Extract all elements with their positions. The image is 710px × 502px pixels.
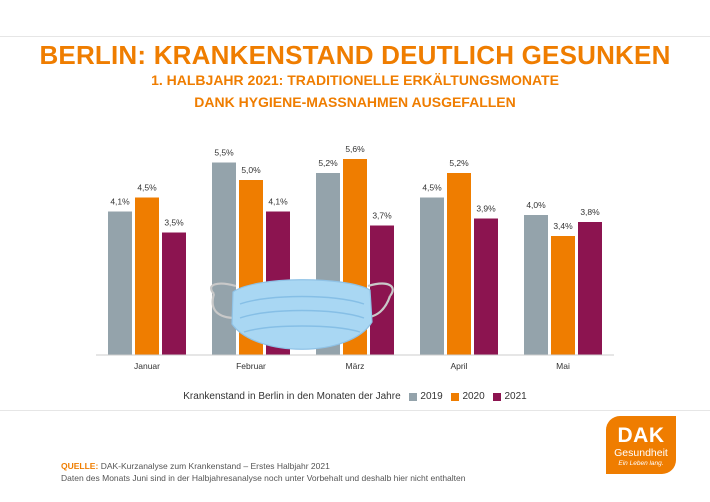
category-label-märz: März	[346, 361, 365, 371]
legend-entry-2021: 2021	[504, 391, 527, 402]
data-label-februar-2019: 5,5%	[214, 148, 234, 158]
footnote: Daten des Monats Juni sind in der Halbja…	[61, 473, 466, 483]
face-mask-icon	[210, 279, 394, 350]
data-label-märz-2019: 5,2%	[318, 158, 338, 168]
bottom-divider	[0, 410, 710, 411]
dak-logo: DAK Gesundheit Ein Leben lang.	[606, 416, 676, 474]
logo-wordmark: DAK	[617, 424, 665, 447]
data-label-mai-2020: 3,4%	[553, 221, 573, 231]
chart-subtitle-line-1: 1. HALBJAHR 2021: TRADITIONELLE ERKÄLTUN…	[151, 72, 559, 88]
bar-mai-2019	[524, 215, 548, 355]
data-label-januar-2021: 3,5%	[164, 218, 184, 228]
bar-februar-2019	[212, 162, 236, 355]
legend-swatch-2020	[451, 392, 460, 401]
bar-januar-2021	[162, 232, 186, 355]
category-label-april: April	[450, 361, 467, 371]
category-label-mai: Mai	[556, 361, 570, 371]
bar-mai-2020	[551, 236, 575, 355]
chart-subtitle-line-2: DANK HYGIENE-MASSNAHMEN AUSGEFALLEN	[194, 94, 516, 110]
legend-entry-2019: 2019	[420, 391, 443, 402]
data-label-januar-2020: 4,5%	[137, 183, 157, 193]
source-label: QUELLE:	[61, 461, 99, 471]
data-label-januar-2019: 4,1%	[110, 197, 130, 207]
top-divider	[0, 36, 710, 37]
data-label-mai-2021: 3,8%	[580, 207, 600, 217]
bar-april-2019	[420, 197, 444, 355]
data-label-april-2021: 3,9%	[476, 204, 496, 214]
bar-april-2021	[474, 218, 498, 355]
chart-title: BERLIN: KRANKENSTAND DEUTLICH GESUNKEN	[39, 40, 671, 70]
data-label-april-2019: 4,5%	[422, 183, 442, 193]
data-label-märz-2021: 3,7%	[372, 211, 392, 221]
bar-april-2020	[447, 173, 471, 355]
legend-swatch-2021	[493, 392, 502, 401]
bar-januar-2020	[135, 197, 159, 355]
data-label-februar-2021: 4,1%	[268, 197, 288, 207]
legend-entry-2020: 2020	[462, 391, 485, 402]
category-label-februar: Februar	[236, 361, 266, 371]
data-label-mai-2019: 4,0%	[526, 200, 546, 210]
labels-layer: 4,1% 4,5% 3,5% Januar 5,5% 5,0% 4,1% Februar 5,2…	[110, 144, 600, 371]
source-text: DAK-Kurzanalyse zum Krankenstand – Erste…	[100, 461, 330, 471]
legend-title: Krankenstand in Berlin in den Monaten de…	[183, 391, 401, 402]
data-label-februar-2020: 5,0%	[241, 165, 261, 175]
category-label-januar: Januar	[134, 361, 160, 371]
bar-märz-2021	[370, 225, 394, 355]
logo-tagline: Ein Leben lang.	[618, 460, 664, 467]
data-label-märz-2020: 5,6%	[345, 144, 365, 154]
data-label-april-2020: 5,2%	[449, 158, 469, 168]
logo-subline: Gesundheit	[614, 447, 668, 459]
chart-legend: Krankenstand in Berlin in den Monaten de…	[0, 391, 710, 402]
bar-mai-2021	[578, 222, 602, 355]
bar-januar-2019	[108, 211, 132, 355]
source-note: QUELLE: DAK-Kurzanalyse zum Krankenstand…	[61, 460, 466, 484]
legend-swatch-2019	[409, 392, 418, 401]
